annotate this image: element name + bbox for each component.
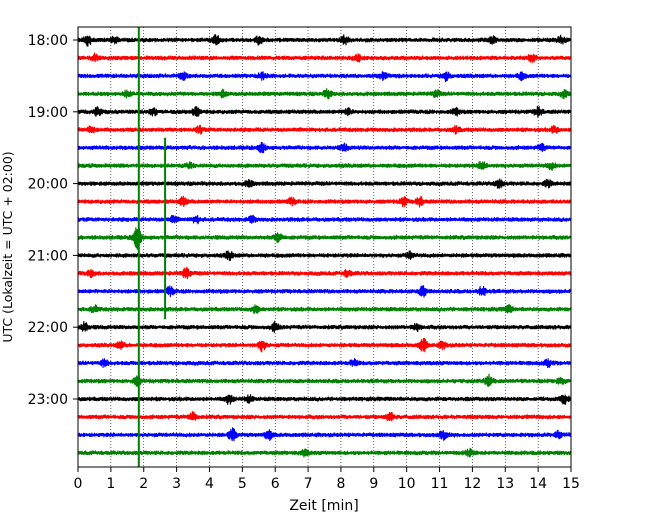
y-tick-label-1900: 19:00 — [28, 105, 68, 121]
x-tick-label-1: 1 — [106, 476, 115, 492]
x-tick-label-4: 4 — [205, 476, 214, 492]
y-axis-label: UTC (Lokalzeit = UTC + 02:00) — [0, 151, 15, 342]
plot-frame — [77, 26, 572, 468]
x-tick-label-14: 14 — [529, 476, 547, 492]
trace-2300 — [77, 394, 572, 405]
y-axis-ticks: 18:00 19:00 20:00 21:00 22:00 23:00 — [28, 33, 78, 408]
y-tick-label-1800: 18:00 — [28, 33, 68, 49]
trace-2000 — [77, 178, 572, 189]
x-tick-label-13: 13 — [496, 476, 514, 492]
traces-layer — [77, 34, 572, 458]
x-tick-label-12: 12 — [463, 476, 481, 492]
trace-2045 — [77, 227, 572, 250]
trace-1815 — [77, 52, 572, 63]
spikes-layer — [137, 27, 167, 467]
trace-2215 — [77, 338, 572, 353]
trace-2230 — [77, 358, 572, 368]
x-axis-ticks: 0 1 2 3 4 5 6 7 8 9 10 11 12 13 14 15 — [74, 467, 580, 492]
x-tick-label-11: 11 — [431, 476, 449, 492]
x-tick-label-5: 5 — [238, 476, 247, 492]
trace-2345 — [77, 447, 572, 458]
trace-1900 — [77, 105, 572, 118]
trace-2115 — [77, 266, 572, 280]
trace-2245 — [77, 373, 572, 387]
x-tick-label-8: 8 — [336, 476, 345, 492]
trace-2145 — [77, 304, 572, 314]
y-tick-label-2200: 22:00 — [28, 320, 68, 336]
trace-1945 — [77, 161, 572, 171]
x-tick-label-15: 15 — [562, 476, 580, 492]
y-tick-label-2100: 21:00 — [28, 248, 68, 264]
x-axis-label: Zeit [min] — [289, 498, 358, 514]
trace-1800 — [77, 34, 572, 47]
x-tick-label-2: 2 — [139, 476, 148, 492]
trace-2100 — [77, 250, 572, 262]
trace-1915 — [77, 124, 572, 135]
trace-2030 — [77, 214, 572, 225]
x-tick-label-10: 10 — [398, 476, 416, 492]
trace-1930 — [77, 142, 572, 154]
trace-2015 — [77, 195, 572, 208]
trace-2315 — [77, 411, 572, 422]
x-tick-label-9: 9 — [369, 476, 378, 492]
trace-2200 — [77, 320, 572, 333]
trace-2130 — [77, 285, 572, 298]
y-tick-label-2000: 20:00 — [28, 177, 68, 193]
x-tick-label-0: 0 — [74, 476, 83, 492]
x-tick-label-6: 6 — [271, 476, 280, 492]
grid-lines — [110, 27, 539, 467]
x-tick-label-7: 7 — [304, 476, 313, 492]
trace-1845 — [77, 88, 572, 100]
trace-1830 — [77, 71, 572, 83]
trace-2330 — [77, 427, 572, 442]
y-tick-label-2300: 23:00 — [28, 392, 68, 408]
x-tick-label-3: 3 — [172, 476, 181, 492]
plot-area — [78, 27, 571, 467]
